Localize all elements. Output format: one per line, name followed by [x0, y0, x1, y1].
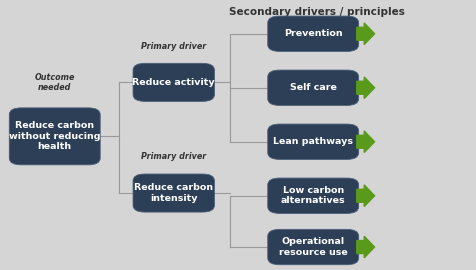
FancyBboxPatch shape	[268, 16, 359, 51]
FancyBboxPatch shape	[133, 63, 214, 102]
Text: Secondary drivers / principles: Secondary drivers / principles	[228, 7, 405, 17]
FancyBboxPatch shape	[268, 70, 359, 105]
Text: Self care: Self care	[290, 83, 337, 92]
FancyBboxPatch shape	[268, 124, 359, 159]
FancyBboxPatch shape	[133, 174, 214, 212]
FancyBboxPatch shape	[268, 229, 359, 265]
Text: Operational
resource use: Operational resource use	[279, 237, 347, 257]
Text: Outcome
needed: Outcome needed	[35, 73, 75, 92]
Text: Prevention: Prevention	[284, 29, 343, 38]
FancyBboxPatch shape	[10, 108, 100, 165]
Text: Lean pathways: Lean pathways	[273, 137, 353, 146]
Text: Primary driver: Primary driver	[141, 152, 207, 161]
Text: Reduce activity: Reduce activity	[132, 78, 215, 87]
Text: Reduce carbon
without reducing
health: Reduce carbon without reducing health	[9, 122, 100, 151]
Text: Primary driver: Primary driver	[141, 42, 207, 51]
FancyArrow shape	[357, 77, 375, 99]
FancyArrow shape	[357, 131, 375, 153]
FancyBboxPatch shape	[268, 178, 359, 213]
FancyArrow shape	[357, 236, 375, 258]
Text: Low carbon
alternatives: Low carbon alternatives	[281, 186, 346, 205]
Text: Reduce carbon
intensity: Reduce carbon intensity	[134, 183, 213, 203]
FancyArrow shape	[357, 23, 375, 45]
FancyArrow shape	[357, 185, 375, 207]
